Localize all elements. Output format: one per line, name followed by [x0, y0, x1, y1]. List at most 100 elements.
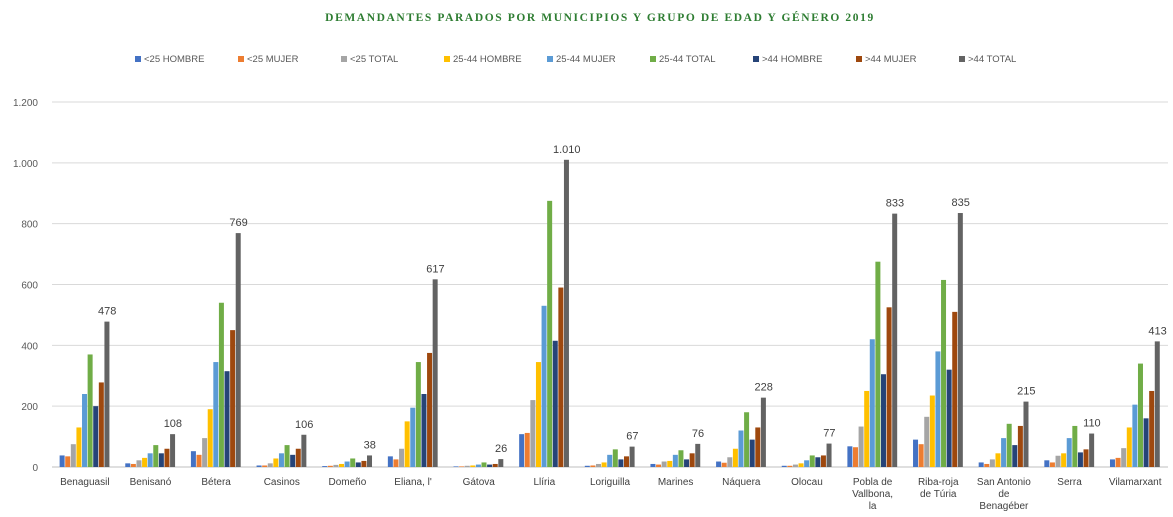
bar — [924, 417, 929, 467]
legend-label: 25-44 MUJER — [556, 54, 616, 65]
data-label: 38 — [364, 439, 376, 451]
bar — [236, 233, 241, 467]
data-label: 67 — [626, 431, 638, 443]
bar — [935, 351, 940, 467]
category-label: San Antonio de Benagéber — [977, 477, 1031, 512]
bar — [733, 449, 738, 467]
bar — [1067, 438, 1072, 467]
bar — [339, 464, 344, 467]
bar — [71, 444, 76, 467]
bar — [630, 447, 635, 467]
bar — [170, 434, 175, 467]
bar — [1023, 402, 1028, 467]
bar — [416, 362, 421, 467]
category-label: Bétera — [201, 477, 231, 488]
bar — [870, 339, 875, 467]
bar — [1155, 341, 1160, 467]
bar — [941, 280, 946, 467]
bar — [125, 463, 130, 467]
data-label: 76 — [692, 428, 704, 440]
bar — [585, 466, 590, 467]
bar — [673, 455, 678, 467]
bar — [76, 427, 81, 467]
bar — [722, 463, 727, 467]
bar — [536, 362, 541, 467]
bar — [859, 427, 864, 467]
y-tick-label: 200 — [21, 402, 38, 413]
x-axis: Benaguasil Benisanó Bétera Casinos Domeño Eli… — [60, 477, 1162, 512]
bar — [273, 458, 278, 467]
bar — [958, 213, 963, 467]
data-label: 833 — [886, 198, 904, 210]
bar — [590, 465, 595, 467]
data-label: 110 — [1083, 418, 1101, 430]
bar — [787, 466, 792, 467]
bar — [285, 445, 290, 467]
data-label: 1.010 — [553, 144, 581, 156]
bar — [131, 464, 136, 467]
category-label: Casinos — [264, 477, 300, 488]
bar — [230, 330, 235, 467]
bar — [602, 462, 607, 467]
bar — [345, 462, 350, 467]
legend-label: 25-44 TOTAL — [659, 54, 716, 65]
bar — [650, 464, 655, 467]
bar — [454, 466, 459, 467]
y-axis: 0 200 400 600 800 1.000 1.200 — [13, 98, 38, 474]
bar — [1132, 405, 1137, 467]
bar — [1127, 427, 1132, 467]
bar — [459, 466, 464, 467]
bar — [82, 394, 87, 467]
bar — [613, 449, 618, 467]
bar — [553, 341, 558, 467]
bar — [427, 353, 432, 467]
bar — [202, 438, 207, 467]
bar — [1149, 391, 1154, 467]
bar — [301, 435, 306, 467]
bar — [1089, 434, 1094, 467]
bar — [804, 460, 809, 467]
data-label: 77 — [823, 428, 835, 440]
data-label: 228 — [755, 382, 773, 394]
bar — [519, 434, 524, 467]
bar — [99, 382, 104, 467]
category-label: Marines — [658, 477, 694, 488]
bar — [1116, 458, 1121, 467]
bar — [1138, 364, 1143, 467]
bar — [93, 406, 98, 467]
bar — [164, 449, 169, 467]
bar — [847, 446, 852, 467]
y-tick-label: 600 — [21, 281, 38, 292]
bar — [104, 322, 109, 467]
bar — [678, 450, 683, 467]
bar — [159, 453, 164, 467]
legend-label: <25 MUJER — [247, 54, 299, 65]
category-label: Riba-roja de Túria — [918, 477, 959, 500]
bar — [716, 462, 721, 467]
bar — [864, 391, 869, 467]
bar — [142, 458, 147, 467]
bar — [624, 456, 629, 467]
category-label: Eliana, l' — [394, 477, 432, 488]
bar — [88, 354, 93, 467]
bar — [1061, 453, 1066, 467]
bar — [596, 464, 601, 467]
bar — [433, 279, 438, 467]
bar — [558, 288, 563, 467]
bar — [755, 427, 760, 467]
bar — [564, 160, 569, 467]
bar — [799, 463, 804, 467]
bar — [667, 461, 672, 467]
bar — [279, 453, 284, 467]
bar — [738, 431, 743, 468]
bar — [1012, 445, 1017, 467]
bar — [656, 465, 661, 467]
bar — [219, 303, 224, 467]
data-label: 26 — [495, 443, 507, 455]
data-label: 835 — [951, 197, 969, 209]
legend-label: >44 TOTAL — [968, 54, 1016, 65]
bar — [1144, 418, 1149, 467]
bar — [322, 466, 327, 467]
bar — [225, 371, 230, 467]
